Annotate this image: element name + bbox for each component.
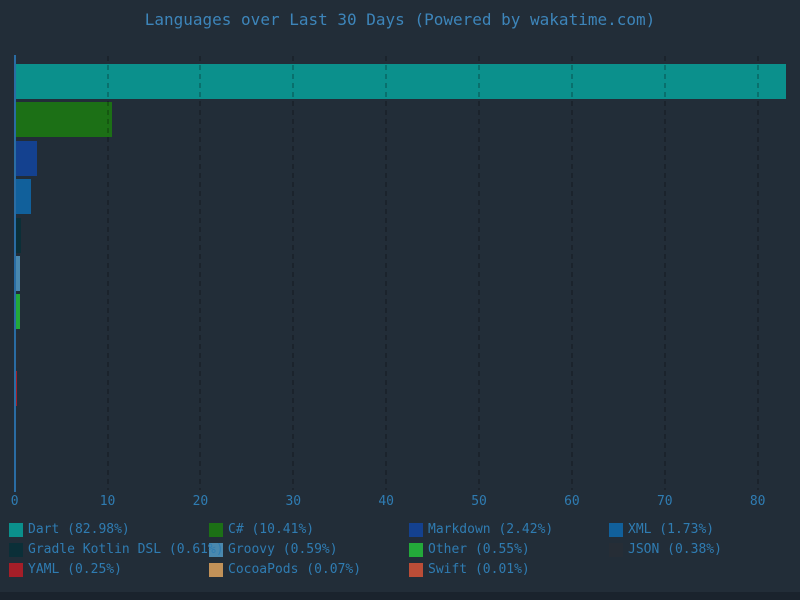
gridline-20: [199, 56, 202, 490]
x-tick-label-10: 10: [99, 494, 116, 509]
legend-item-swift: Swift (0.01%): [409, 562, 609, 578]
plot-area: 0 10 20 30 40 50 60 70 80: [10, 55, 786, 509]
chart-title: Languages over Last 30 Days (Powered by …: [144, 10, 656, 29]
legend-item-c: C# (10.41%): [209, 522, 409, 538]
gridline-80: [756, 56, 759, 490]
legend-label-c: C# (10.41%): [228, 522, 315, 537]
legend-swatch-json: [609, 543, 623, 557]
legend-item-xml: XML (1.73%): [609, 522, 800, 538]
legend-label-markdown: Markdown (2.42%): [428, 522, 554, 537]
legend-item-dart: Dart (82.98%): [9, 522, 209, 538]
bar-dart: [15, 64, 786, 99]
bar-json: [15, 332, 19, 368]
legend-swatch-other: [409, 543, 423, 557]
y-axis-spine: [14, 55, 16, 492]
x-tick-label-40: 40: [378, 494, 395, 509]
legend-label-cocoapods: CocoaPods (0.07%): [228, 562, 362, 577]
x-tick-label-80: 80: [749, 494, 766, 509]
gridline-50: [478, 56, 481, 490]
legend-item-yaml: YAML (0.25%): [9, 562, 209, 578]
legend-item-cocoapods: CocoaPods (0.07%): [209, 562, 409, 578]
legend-label-xml: XML (1.73%): [628, 522, 715, 537]
x-tick-label-60: 60: [564, 494, 580, 509]
x-tick-label-30: 30: [285, 494, 302, 509]
legend-swatch-yaml: [9, 563, 23, 577]
gridline-70: [663, 56, 666, 490]
legend-swatch-groovy: [209, 543, 223, 557]
gridline-30: [292, 56, 295, 490]
legend-swatch-markdown: [409, 523, 423, 537]
legend-label-swift: Swift (0.01%): [428, 562, 530, 577]
legend-swatch-xml: [609, 523, 623, 537]
legend-swatch-cocoapods: [209, 563, 223, 577]
bar-xml: [15, 179, 32, 215]
legend-swatch-swift: [409, 563, 423, 577]
legend-swatch-c: [209, 523, 223, 537]
legend-swatch-dart: [9, 523, 23, 537]
legend-item-markdown: Markdown (2.42%): [409, 522, 609, 538]
legend-swatch-gradle-kotlin-dsl: [9, 543, 23, 557]
legend-label-gradle-kotlin-dsl: Gradle Kotlin DSL (0.61%): [28, 542, 224, 557]
x-tick-label-0: 0: [10, 494, 19, 509]
bar-other: [15, 294, 21, 330]
legend-label-json: JSON (0.38%): [628, 542, 722, 557]
bottom-edge-strip: [0, 592, 800, 600]
legend-label-yaml: YAML (0.25%): [28, 562, 122, 577]
legend-label-groovy: Groovy (0.59%): [228, 542, 338, 557]
bar-markdown: [15, 140, 38, 176]
legend-item-groovy: Groovy (0.59%): [209, 542, 409, 558]
gridline-60: [570, 56, 573, 490]
bar-c: [15, 102, 112, 138]
legend-item-gradle-kotlin-dsl: Gradle Kotlin DSL (0.61%): [9, 542, 224, 558]
bar-yaml: [15, 371, 18, 407]
bar-gradle-kotlin-dsl: [15, 217, 21, 253]
bar-groovy: [15, 256, 21, 291]
legend-item-other: Other (0.55%): [409, 542, 609, 558]
legend-label-other: Other (0.55%): [428, 542, 530, 557]
gridline-40: [385, 56, 388, 490]
x-tick-label-70: 70: [656, 494, 673, 509]
legend-item-json: JSON (0.38%): [609, 542, 800, 558]
x-tick-label-20: 20: [192, 494, 209, 509]
x-tick-label-50: 50: [471, 494, 487, 509]
legend-label-dart: Dart (82.98%): [28, 522, 130, 537]
gridline-10: [106, 56, 109, 490]
